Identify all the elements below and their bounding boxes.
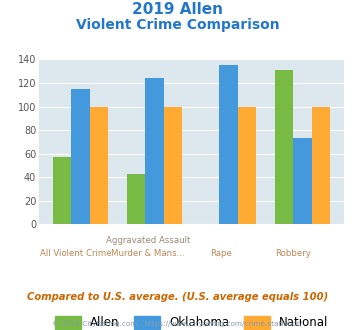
Bar: [127, 174, 146, 224]
Bar: [146, 78, 164, 224]
Bar: [164, 107, 182, 224]
Bar: [219, 65, 238, 224]
Bar: [294, 138, 312, 224]
Text: 2019 Allen: 2019 Allen: [132, 2, 223, 16]
Bar: [90, 107, 108, 224]
Bar: [275, 70, 294, 224]
Text: All Violent Crime: All Violent Crime: [40, 249, 111, 258]
Text: Murder & Mans...: Murder & Mans...: [111, 249, 185, 258]
Bar: [53, 157, 71, 224]
Bar: [71, 89, 90, 224]
Text: © 2025 CityRating.com - https://www.cityrating.com/crime-statistics/: © 2025 CityRating.com - https://www.city…: [53, 320, 302, 327]
Text: Compared to U.S. average. (U.S. average equals 100): Compared to U.S. average. (U.S. average …: [27, 292, 328, 302]
Bar: [312, 107, 331, 224]
Text: Violent Crime Comparison: Violent Crime Comparison: [76, 18, 279, 32]
Text: Aggravated Assault: Aggravated Assault: [106, 236, 190, 245]
Bar: [238, 107, 256, 224]
Text: Rape: Rape: [210, 249, 232, 258]
Legend: Allen, Oklahoma, National: Allen, Oklahoma, National: [55, 316, 328, 329]
Text: Robbery: Robbery: [275, 249, 311, 258]
